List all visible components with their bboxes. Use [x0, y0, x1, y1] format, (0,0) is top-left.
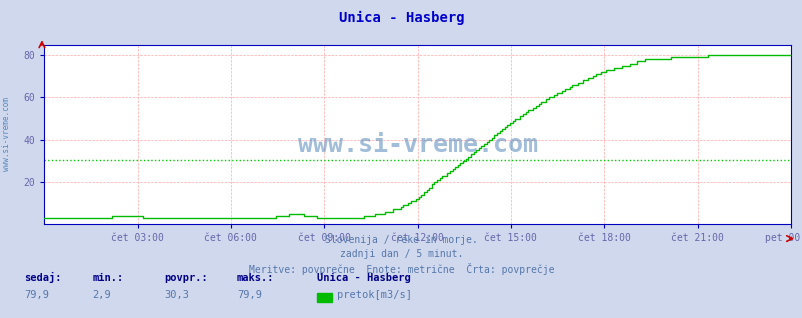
Text: www.si-vreme.com: www.si-vreme.com	[2, 97, 11, 170]
Text: zadnji dan / 5 minut.: zadnji dan / 5 minut.	[339, 249, 463, 259]
Text: sedaj:: sedaj:	[24, 273, 62, 283]
Text: 79,9: 79,9	[24, 290, 49, 300]
Text: www.si-vreme.com: www.si-vreme.com	[298, 133, 537, 157]
Text: 79,9: 79,9	[237, 290, 261, 300]
Text: maks.:: maks.:	[237, 273, 274, 283]
Text: min.:: min.:	[92, 273, 124, 283]
Text: povpr.:: povpr.:	[164, 273, 208, 283]
Text: 30,3: 30,3	[164, 290, 189, 300]
Text: Meritve: povprečne  Enote: metrične  Črta: povprečje: Meritve: povprečne Enote: metrične Črta:…	[249, 263, 553, 275]
Text: Unica - Hasberg: Unica - Hasberg	[317, 273, 411, 283]
Text: Unica - Hasberg: Unica - Hasberg	[338, 11, 464, 25]
Text: 2,9: 2,9	[92, 290, 111, 300]
Text: pretok[m3/s]: pretok[m3/s]	[337, 290, 411, 300]
Text: Slovenija / reke in morje.: Slovenija / reke in morje.	[325, 235, 477, 245]
